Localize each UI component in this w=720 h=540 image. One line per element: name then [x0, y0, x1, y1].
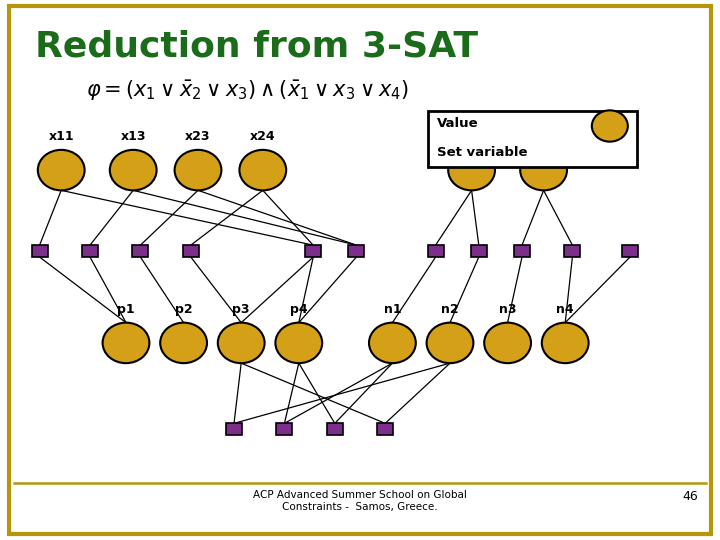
Text: x11: x11 — [48, 130, 74, 143]
Ellipse shape — [160, 322, 207, 363]
Bar — [428, 111, 637, 167]
Bar — [226, 423, 242, 435]
Text: x23: x23 — [185, 130, 211, 143]
Text: !x12: !x12 — [456, 130, 487, 143]
Bar — [514, 245, 530, 257]
Bar — [622, 245, 638, 257]
Text: p4: p4 — [290, 303, 307, 316]
Ellipse shape — [217, 322, 265, 363]
Bar — [132, 245, 148, 257]
Bar — [377, 423, 393, 435]
Ellipse shape — [369, 322, 416, 363]
Text: n3: n3 — [499, 303, 516, 316]
Ellipse shape — [109, 150, 157, 190]
Ellipse shape — [592, 110, 628, 141]
Text: p3: p3 — [233, 303, 250, 316]
Text: p1: p1 — [117, 303, 135, 316]
Ellipse shape — [175, 150, 222, 190]
Bar — [183, 245, 199, 257]
Text: $\varphi = (x_1 \vee \bar{x}_2 \vee x_3) \wedge (\bar{x}_1 \vee x_3 \vee x_4)$: $\varphi = (x_1 \vee \bar{x}_2 \vee x_3)… — [86, 78, 410, 103]
Ellipse shape — [239, 150, 287, 190]
Ellipse shape — [542, 322, 589, 363]
Bar — [327, 423, 343, 435]
Ellipse shape — [102, 322, 150, 363]
Text: 46: 46 — [683, 490, 698, 503]
Text: Set variable: Set variable — [437, 146, 528, 159]
Ellipse shape — [37, 150, 85, 190]
Bar — [32, 245, 48, 257]
Ellipse shape — [448, 150, 495, 190]
Bar — [82, 245, 98, 257]
Ellipse shape — [484, 322, 531, 363]
Bar — [276, 423, 292, 435]
Ellipse shape — [426, 322, 474, 363]
Text: n4: n4 — [557, 303, 574, 316]
Ellipse shape — [276, 322, 323, 363]
Text: x13: x13 — [120, 130, 146, 143]
Bar — [428, 245, 444, 257]
Text: x24: x24 — [250, 130, 276, 143]
Bar — [348, 245, 364, 257]
Bar — [471, 245, 487, 257]
Ellipse shape — [521, 150, 567, 190]
Text: !x21: !x21 — [528, 130, 559, 143]
Text: n2: n2 — [441, 303, 459, 316]
Bar — [601, 147, 618, 160]
Bar — [305, 245, 321, 257]
Text: p2: p2 — [175, 303, 192, 316]
Text: Value: Value — [437, 117, 479, 130]
Text: n1: n1 — [384, 303, 401, 316]
Text: Reduction from 3-SAT: Reduction from 3-SAT — [35, 30, 477, 64]
Text: ACP Advanced Summer School on Global
Constraints -  Samos, Greece.: ACP Advanced Summer School on Global Con… — [253, 490, 467, 512]
Bar — [564, 245, 580, 257]
